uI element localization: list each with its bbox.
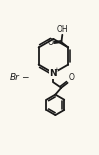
Text: N: N xyxy=(50,69,57,78)
Text: O: O xyxy=(48,38,54,47)
Text: +: + xyxy=(53,67,59,73)
Text: OH: OH xyxy=(57,25,69,34)
Text: O: O xyxy=(69,73,74,82)
Text: −: − xyxy=(21,73,28,82)
Text: Br: Br xyxy=(10,73,19,82)
